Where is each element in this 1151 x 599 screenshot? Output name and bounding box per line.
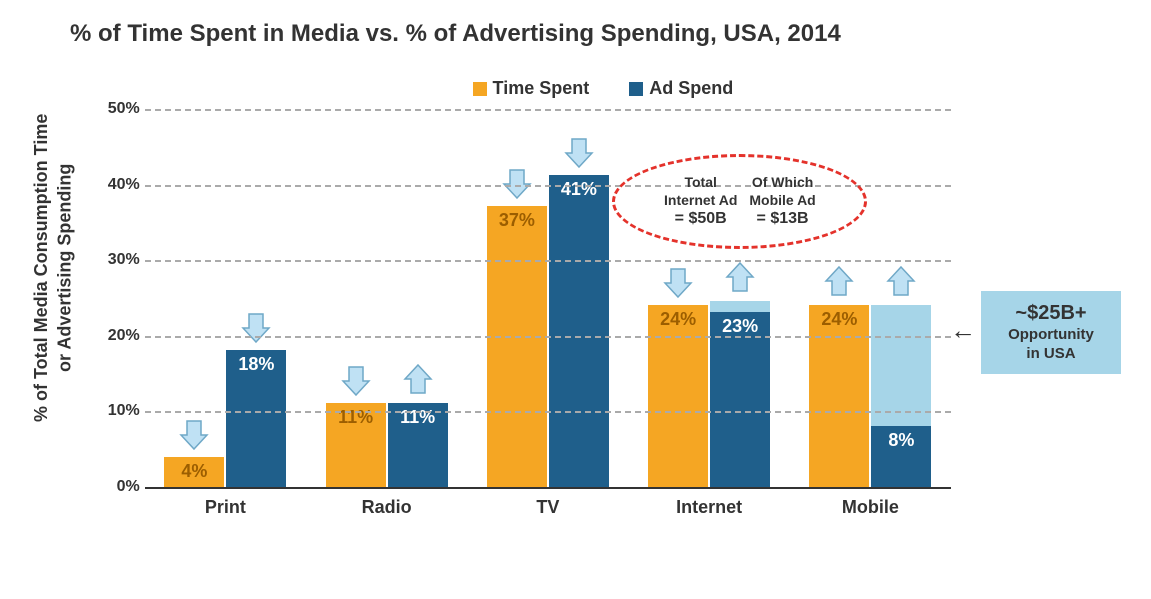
x-tick-label: Radio [326,497,448,518]
callout-ellipse: TotalInternet Ad= $50BOf WhichMobile Ad=… [612,154,867,249]
down-arrow-icon [562,135,596,169]
x-tick-label: Internet [648,497,770,518]
ad-spend-bar: 23% [710,312,770,487]
ad-spend-bar-wrap: 8% [871,305,931,487]
ad-spend-bar-wrap: 11% [388,403,448,487]
gridline [145,411,951,413]
x-tick-label: Print [164,497,286,518]
ad-spend-bar: 8% [871,426,931,487]
up-arrow-icon [884,265,918,299]
bar-group: 24%23% [648,301,770,487]
opportunity-title: ~$25B+ [989,301,1113,326]
y-tick-label: 30% [90,251,140,269]
plot-area: Time SpentAd Spend 4%18%11%11%37%41%24%2… [85,78,1121,518]
up-arrow-icon [822,265,856,299]
time-spent-bar: 4% [164,457,224,487]
time-spent-bar: 24% [809,305,869,487]
x-tick-label: TV [487,497,609,518]
down-arrow-icon [177,417,211,451]
chart-container: % of Total Media Consumption Timeor Adve… [30,78,1121,518]
legend: Time Spent Ad Spend [85,78,1121,99]
time-spent-bar: 24% [648,305,708,487]
bar-value-label: 8% [871,430,931,451]
ad-spend-bar: 18% [226,350,286,487]
ad-spend-bar-wrap: 41% [549,175,609,487]
callout-column: Of WhichMobile Ad= $13B [749,174,815,229]
bar-value-label: 4% [164,461,224,482]
legend-swatch [629,82,643,96]
bar-group: 11%11% [326,403,448,487]
legend-item: Ad Spend [629,78,733,99]
y-tick-label: 50% [90,100,140,118]
x-tick-label: Mobile [809,497,931,518]
gridline [145,336,951,338]
bar-value-label: 18% [226,354,286,375]
bar-value-label: 24% [648,309,708,330]
legend-label: Ad Spend [649,78,733,99]
down-arrow-icon [339,363,373,397]
down-arrow-icon [500,166,534,200]
legend-swatch [473,82,487,96]
bar-value-label: 23% [710,316,770,337]
gridline [145,260,951,262]
x-axis: Print Radio TV Internet Mobile [145,497,951,518]
ad-spend-bar: 11% [388,403,448,487]
bar-value-label: 24% [809,309,869,330]
bar-groups: 4%18%11%11%37%41%24%23%24%8% [145,109,951,487]
down-arrow-icon [239,310,273,344]
gridline [145,109,951,111]
ad-spend-bar: 41% [549,175,609,487]
bar-value-label: 41% [549,179,609,200]
y-tick-label: 0% [90,478,140,496]
bar-group: 24% 8% [809,305,931,487]
y-axis-label: % of Total Media Consumption Timeor Adve… [30,78,77,458]
opportunity-callout: ~$25B+ Opportunity in USA [981,291,1121,374]
y-tick-label: 10% [90,402,140,420]
bar-group: 4% 18% [164,350,286,487]
callout-column: TotalInternet Ad= $50B [664,174,737,229]
up-arrow-icon [723,261,757,295]
opportunity-sub2: in USA [989,345,1113,364]
down-arrow-icon [661,265,695,299]
ad-spend-bar-wrap: 23% [710,301,770,487]
up-arrow-icon [401,363,435,397]
y-tick-label: 40% [90,176,140,194]
bar-value-label: 37% [487,210,547,231]
opportunity-sub1: Opportunity [989,326,1113,345]
opportunity-arrow-icon: ← [950,315,976,346]
time-spent-bar: 37% [487,206,547,487]
ad-spend-bar-wrap: 18% [226,350,286,487]
chart-grid: 4%18%11%11%37%41%24%23%24%8% 0%10%20%30%… [145,109,951,489]
y-tick-label: 20% [90,327,140,345]
chart-title: % of Time Spent in Media vs. % of Advert… [70,20,1121,48]
time-spent-bar: 11% [326,403,386,487]
legend-label: Time Spent [493,78,590,99]
legend-item: Time Spent [473,78,590,99]
bar-group: 37%41% [487,175,609,487]
